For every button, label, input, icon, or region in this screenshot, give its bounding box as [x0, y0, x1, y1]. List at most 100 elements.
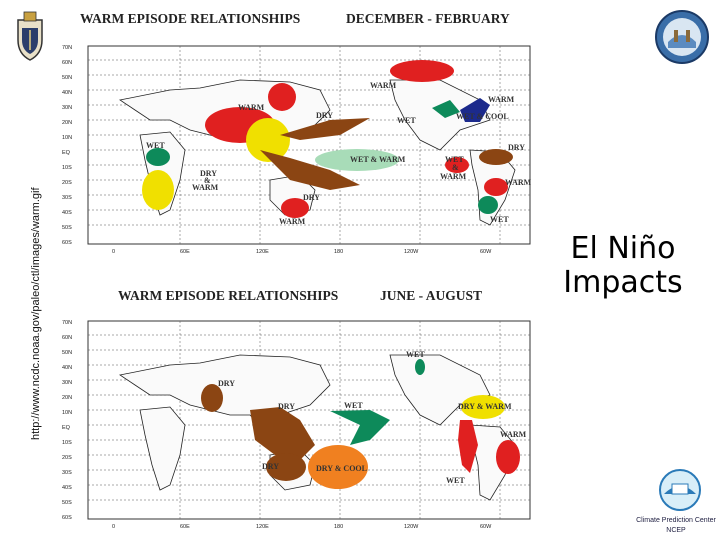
map1-impact-regions: [142, 60, 513, 218]
map1-season: DECEMBER - FEBRUARY: [346, 11, 510, 26]
label: WET: [406, 350, 425, 359]
map1-region-darkgreen: [478, 196, 498, 214]
map2-region-darkgreen: [330, 410, 390, 445]
map1-lon-ticks: 0 60E 120E 180 120W 60W: [112, 249, 492, 255]
label: DRY: [200, 169, 217, 178]
lat-tick: 10N: [62, 410, 72, 416]
label: DRY & COOL: [316, 464, 367, 473]
label: WET: [146, 141, 165, 150]
lat-tick: EQ: [62, 425, 71, 431]
map2-lat-ticks: 70N 60N 50N 40N 30N 20N 10N EQ 10S 20S 3…: [62, 320, 72, 521]
map1-region-brown: [479, 149, 513, 165]
map1-region-brown: [280, 118, 370, 140]
lat-tick: 50N: [62, 75, 72, 81]
source-url: http://www.ncdc.noaa.gov/paleo/ctl/image…: [30, 187, 42, 440]
map2-chart: 70N 60N 50N 40N 30N 20N 10N EQ 10S 20S 3…: [62, 320, 531, 530]
lat-tick: 20S: [62, 455, 72, 461]
lon-tick: 120E: [256, 249, 269, 255]
lat-tick: 30N: [62, 380, 72, 386]
map1-region-yellow: [142, 170, 174, 210]
lon-tick: 60E: [180, 249, 190, 255]
label: WARM: [488, 95, 515, 104]
lon-tick: 120W: [404, 249, 419, 255]
map1-region-navy: [460, 98, 490, 122]
lat-tick: 40N: [62, 90, 72, 96]
map2-region-darkgreen: [415, 359, 425, 375]
label: &: [452, 163, 459, 172]
label: WARM: [440, 172, 467, 181]
label: WARM: [370, 81, 397, 90]
lat-tick: 50S: [62, 500, 72, 506]
label: DRY: [262, 462, 279, 471]
lat-tick: 20N: [62, 395, 72, 401]
lat-tick: 50N: [62, 350, 72, 356]
label: WET: [446, 476, 465, 485]
label: DRY: [508, 143, 525, 152]
label: WARM: [500, 430, 527, 439]
map1-region-red: [445, 157, 469, 173]
map1-region-red: [484, 178, 508, 196]
map2-impact-regions: [201, 359, 520, 489]
lat-tick: 20S: [62, 180, 72, 186]
map1-chart: 70N 60N 50N 40N 30N 20N 10N EQ 10S 20S 3…: [62, 45, 532, 255]
lon-tick: 180: [334, 524, 343, 530]
lat-tick: 30S: [62, 195, 72, 201]
label: DRY: [278, 402, 295, 411]
label: WARM: [238, 103, 265, 112]
label: DRY: [316, 111, 333, 120]
map1-region-red: [281, 198, 309, 218]
lon-tick: 60W: [480, 524, 492, 530]
lat-tick: 10S: [62, 440, 72, 446]
map1-region-yellow: [246, 118, 290, 162]
noaa-seal-icon: [655, 10, 709, 64]
cpc-sub: NCEP: [666, 527, 686, 534]
lat-tick: 70N: [62, 320, 72, 326]
label: &: [204, 176, 211, 185]
lon-tick: 0: [112, 249, 115, 255]
cpc-logo-icon: [659, 469, 701, 511]
lon-tick: 120W: [404, 524, 419, 530]
map1-region-red: [390, 60, 454, 82]
map2-lon-ticks: 0 60E 120E 180 120W 60W: [112, 524, 492, 530]
lat-tick: 30N: [62, 105, 72, 111]
map2-region-yellow: [461, 395, 505, 419]
label: WET: [344, 401, 363, 410]
label: WARM: [505, 178, 532, 187]
lon-tick: 60W: [480, 249, 492, 255]
label: WET: [397, 116, 416, 125]
lat-tick: 40S: [62, 485, 72, 491]
map1-region-darkgreen: [146, 148, 170, 166]
lon-tick: 0: [112, 524, 115, 530]
map2-region-labels: WET DRY DRY WET DRY & WARM WARM DRY DRY …: [218, 350, 527, 485]
map1-region-red: [268, 83, 296, 111]
label: DRY: [303, 193, 320, 202]
label: WET: [490, 215, 509, 224]
lat-tick: 60N: [62, 335, 72, 341]
map1-region-green: [315, 149, 399, 171]
lon-tick: 120E: [256, 524, 269, 530]
lon-tick: 60E: [180, 524, 190, 530]
map1-region-brown: [260, 150, 360, 190]
lat-tick: 10N: [62, 135, 72, 141]
map1-region-darkgreen: [432, 100, 460, 118]
label: WARM: [279, 217, 306, 226]
map2-region-red: [496, 440, 520, 474]
label: DRY & WARM: [458, 402, 512, 411]
label: DRY: [218, 379, 235, 388]
slide-title: El Niño Impacts: [563, 231, 683, 300]
lat-tick: 60S: [62, 515, 72, 521]
map1-region-labels: WARM WARM DRY WARM WET & COOL WET DRY WE…: [146, 81, 532, 226]
lat-tick: 60S: [62, 240, 72, 246]
map2-region-orange: [308, 445, 368, 489]
label: WARM: [192, 183, 219, 192]
map2-season: JUNE - AUGUST: [380, 288, 483, 303]
label: WET: [445, 155, 464, 164]
map1-lat-ticks: 70N 60N 50N 40N 30N 20N 10N EQ 10S 20S 3…: [62, 45, 72, 246]
map2-region-brown: [250, 407, 315, 460]
lat-tick: 10S: [62, 165, 72, 171]
map1-title: WARM EPISODE RELATIONSHIPS: [80, 11, 301, 26]
map2-region-brown: [201, 384, 223, 412]
lat-tick: 60N: [62, 60, 72, 66]
crest-icon: [17, 11, 43, 61]
lat-tick: 40S: [62, 210, 72, 216]
